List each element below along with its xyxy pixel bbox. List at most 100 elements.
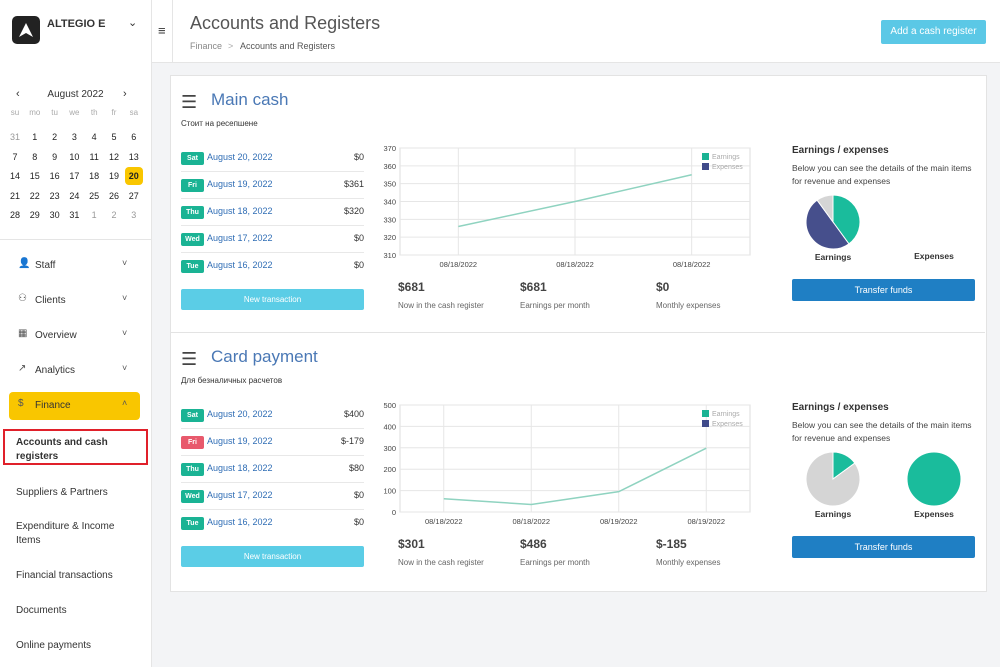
calendar-day[interactable]: 28 (9, 210, 20, 220)
pie-slice (816, 194, 834, 224)
transaction-date[interactable]: August 17, 2022 (207, 490, 273, 500)
finance-item[interactable]: Financial transactions (16, 570, 113, 581)
calendar-day[interactable]: 15 (29, 171, 40, 181)
finance-item[interactable]: Expenditure & Income Items (16, 521, 115, 546)
calendar-day[interactable]: 30 (49, 210, 60, 220)
legend-label: Earnings (712, 411, 740, 418)
nav-item[interactable]: Finance (35, 400, 71, 411)
add-register-button[interactable]: Add a cash register (881, 20, 986, 44)
panel-text: Below you can see the details of the mai… (792, 420, 972, 443)
calendar-day[interactable]: 17 (69, 171, 80, 181)
finance-item[interactable]: Documents (16, 605, 67, 616)
calendar-day[interactable]: 21 (9, 190, 20, 201)
company-name[interactable]: ALTEGIO E (47, 18, 106, 30)
stat-label: Earnings per month (520, 558, 590, 567)
calendar-day[interactable]: 29 (29, 210, 40, 220)
transaction-date[interactable]: August 19, 2022 (207, 436, 273, 446)
sidebar (0, 0, 152, 667)
breadcrumb-link[interactable]: Finance (190, 41, 223, 51)
row-divider (181, 171, 364, 172)
calendar-day[interactable]: 3 (131, 210, 137, 220)
calendar-day[interactable]: 7 (12, 151, 18, 162)
transfer-funds-button[interactable]: Transfer funds (792, 536, 975, 558)
transaction-date[interactable]: August 16, 2022 (207, 517, 273, 527)
calendar-day[interactable]: 16 (49, 171, 60, 181)
new-transaction-button[interactable]: New transaction (181, 289, 364, 310)
calendar-day[interactable]: 9 (52, 151, 58, 162)
weekday: fr (111, 108, 117, 117)
transaction-date[interactable]: August 17, 2022 (207, 233, 273, 243)
calendar-day[interactable]: 13 (128, 151, 139, 162)
line-chart: 0 100 200 300 400 500 08/18/2022 08/18/2022 08/1… (383, 401, 751, 526)
finance-item[interactable]: Accounts and cash registers (16, 437, 108, 462)
calendar-prev[interactable]: ‹ (16, 88, 20, 100)
nav-item[interactable]: Overview (35, 330, 77, 341)
calendar-day[interactable]: 27 (128, 190, 139, 201)
calendar-day[interactable]: 1 (91, 210, 97, 220)
calendar-day[interactable]: 14 (9, 171, 20, 181)
menu-toggle[interactable]: ≡ (158, 23, 166, 38)
nav-chevron: ˅ (122, 293, 128, 303)
stat-value: $486 (520, 537, 547, 551)
calendar-day[interactable]: 2 (52, 132, 58, 142)
stat-value: $681 (520, 280, 547, 294)
calendar-day-selected[interactable]: 20 (124, 167, 143, 185)
page-title: Accounts and Registers (190, 13, 381, 33)
calendar-day[interactable]: 31 (9, 132, 20, 142)
stat-value: $0 (656, 280, 670, 294)
register-subtitle: Стоит на ресепшене (181, 119, 258, 128)
transaction-amount: $-179 (340, 436, 364, 446)
transaction-date[interactable]: August 18, 2022 (207, 463, 273, 473)
transfer-funds-button[interactable]: Transfer funds (792, 279, 975, 301)
calendar-day[interactable]: 22 (29, 190, 40, 201)
stat-label: Monthly expenses (656, 558, 721, 567)
transaction-date[interactable]: August 16, 2022 (207, 260, 273, 270)
row-divider (181, 428, 364, 429)
calendar-day[interactable]: 24 (69, 190, 80, 201)
calendar-day[interactable]: 2 (111, 210, 117, 220)
y-tick-label: 370 (383, 144, 396, 153)
calendar-day[interactable]: 3 (71, 132, 77, 142)
calendar-day[interactable]: 6 (131, 132, 137, 142)
calendar-day[interactable]: 31 (69, 210, 80, 220)
pie-slice (906, 451, 962, 507)
calendar-day[interactable]: 1 (32, 132, 38, 142)
legend-label: Earnings (712, 154, 740, 161)
new-transaction-button[interactable]: New transaction (181, 546, 364, 567)
transaction-date[interactable]: August 20, 2022 (207, 409, 273, 419)
calendar-day[interactable]: 12 (108, 151, 119, 162)
calendar-day[interactable]: 26 (108, 190, 119, 201)
calendar-day[interactable]: 25 (89, 190, 100, 201)
x-tick-label: 08/19/2022 (687, 517, 725, 526)
hamburger[interactable]: ☰ (181, 349, 198, 369)
register-title: Main cash (211, 90, 289, 109)
transaction-date[interactable]: August 20, 2022 (207, 152, 273, 162)
pie-chart (906, 451, 962, 507)
calendar-day[interactable]: 8 (32, 151, 38, 162)
transaction-date[interactable]: August 18, 2022 (207, 206, 273, 216)
calendar-day[interactable]: 18 (89, 171, 100, 181)
logo (12, 16, 40, 44)
weekday: mo (29, 108, 41, 117)
nav-item[interactable]: Staff (35, 260, 56, 271)
calendar-next[interactable]: › (123, 88, 127, 100)
finance-item[interactable]: Suppliers & Partners (16, 487, 108, 498)
calendar-day[interactable]: 23 (49, 190, 60, 201)
legend-label: Expenses (712, 421, 743, 428)
calendar-day[interactable]: 4 (91, 132, 97, 142)
nav-item[interactable]: Clients (35, 295, 66, 306)
finance-item[interactable]: Online payments (16, 640, 92, 651)
calendar-day[interactable]: 19 (108, 171, 119, 181)
calendar-day[interactable]: 5 (111, 132, 117, 142)
calendar-day[interactable]: 10 (69, 151, 80, 162)
transaction-date[interactable]: August 19, 2022 (207, 179, 273, 189)
company-dropdown[interactable]: ⌄ (128, 17, 138, 29)
calendar-day[interactable]: 11 (89, 151, 99, 162)
stat-value: $681 (398, 280, 425, 294)
legend-swatch (702, 420, 709, 427)
transaction-amount: $361 (343, 179, 364, 189)
hamburger[interactable]: ☰ (181, 92, 198, 112)
y-tick-label: 200 (383, 465, 396, 474)
nav-item[interactable]: Analytics (35, 365, 76, 376)
day-tag: Wed (181, 233, 204, 246)
